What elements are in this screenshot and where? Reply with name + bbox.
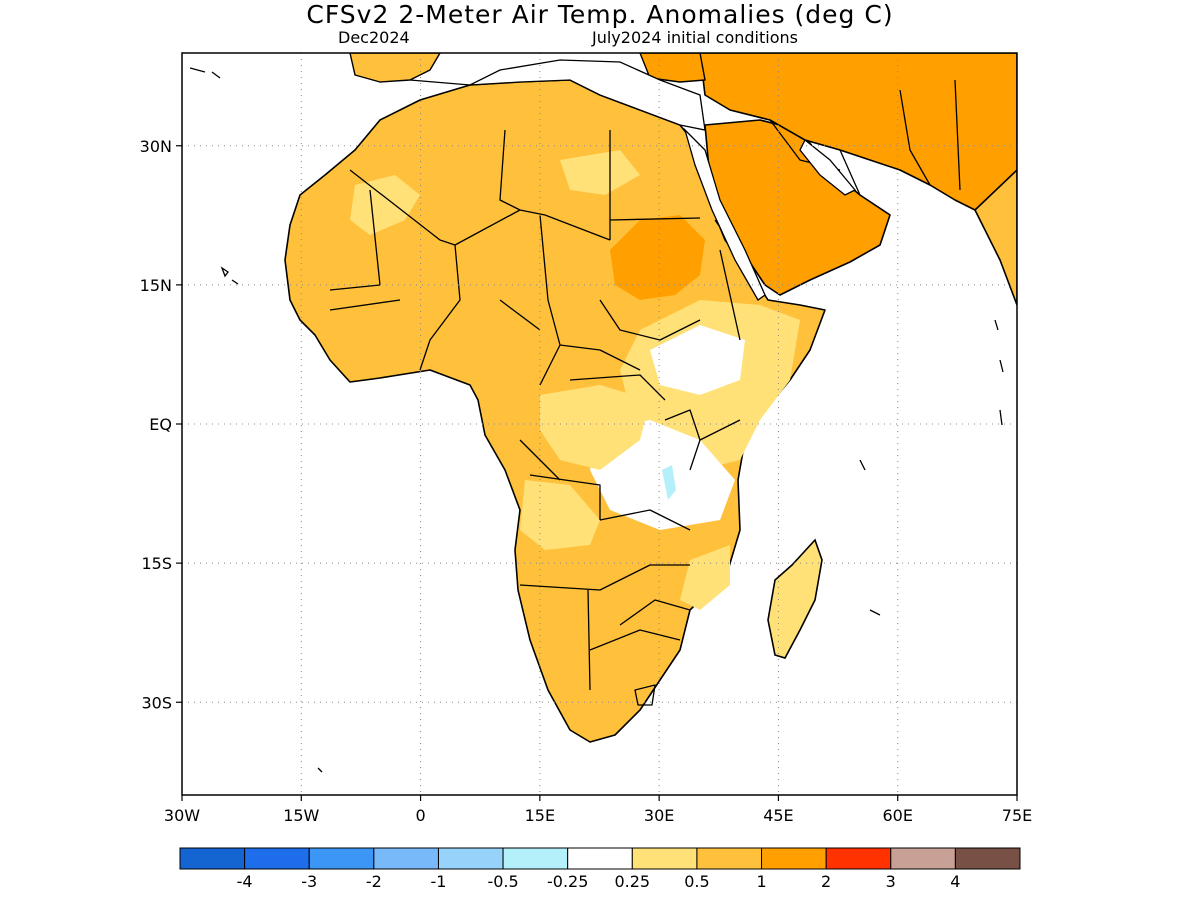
colorbar-swatch <box>502 847 569 870</box>
lat-tick-label: EQ <box>149 415 172 434</box>
anomaly-mozambique-weak <box>680 545 730 610</box>
initial-conditions-label: July2024 initial conditions <box>592 28 798 47</box>
colorbar: -4 -3 -2 -1 -0.5 -0.25 0.25 0.5 1 2 3 4 <box>179 847 1021 891</box>
lat-tick-label: 15S <box>141 554 172 573</box>
colorbar-label: 2 <box>821 872 831 891</box>
colorbar-label: -0.25 <box>547 872 588 891</box>
latitude-axis: 30N 15N EQ 15S 30S <box>140 137 182 712</box>
lon-tick-label: 0 <box>415 806 425 825</box>
colorbar-label: 0.25 <box>614 872 650 891</box>
colorbar-swatch <box>696 847 763 870</box>
colorbar-swatch <box>954 847 1021 870</box>
colorbar-swatch <box>631 847 698 870</box>
colorbar-label: 0.5 <box>684 872 709 891</box>
colorbar-swatch <box>244 847 310 870</box>
anomaly-sudan-strong <box>610 215 705 300</box>
map-content <box>182 53 1017 795</box>
colorbar-label: 1 <box>756 872 766 891</box>
longitude-axis: 30W 15W 0 15E 30E 45E 60E 75E <box>164 795 1032 825</box>
lon-tick-label: 75E <box>1002 806 1032 825</box>
graticule <box>182 53 1017 795</box>
southern-europe <box>349 53 441 83</box>
lon-tick-label: 60E <box>882 806 912 825</box>
colorbar-swatch <box>890 847 956 870</box>
lat-tick-label: 30S <box>141 693 172 712</box>
anomaly-sahara-weak <box>350 175 420 235</box>
red-sea <box>683 127 766 301</box>
valid-month-label: Dec2024 <box>338 28 410 47</box>
anomaly-congo-weak <box>540 385 650 470</box>
colorbar-swatch <box>567 847 633 870</box>
colorbar-label: -1 <box>430 872 446 891</box>
turkey-region <box>639 53 706 83</box>
colorbar-label: 4 <box>950 872 960 891</box>
colorbar-label: -3 <box>301 872 317 891</box>
colorbar-label: -2 <box>366 872 382 891</box>
colorbar-label: -0.5 <box>487 872 518 891</box>
colorbar-swatch <box>761 847 827 870</box>
colorbar-swatch <box>825 847 892 870</box>
lon-tick-label: 15E <box>525 806 555 825</box>
lat-tick-label: 30N <box>140 137 172 156</box>
anomaly-lake-cool <box>662 465 676 500</box>
colorbar-swatch <box>437 847 504 870</box>
lat-tick-label: 15N <box>140 276 172 295</box>
madagascar <box>767 538 823 659</box>
colorbar-swatch <box>179 847 246 870</box>
anomaly-east-africa-neutral <box>650 325 745 395</box>
mediterranean-sea <box>409 59 706 131</box>
anomaly-libya-weak <box>560 150 640 195</box>
islands <box>189 67 1004 773</box>
colorbar-label: -4 <box>237 872 253 891</box>
lon-tick-label: 45E <box>763 806 793 825</box>
india-fringe <box>974 168 1017 306</box>
colorbar-swatch <box>308 847 375 870</box>
lon-tick-label: 30E <box>644 806 674 825</box>
lon-tick-label: 15W <box>283 806 319 825</box>
persian-gulf <box>799 138 857 196</box>
lon-tick-label: 30W <box>164 806 200 825</box>
colorbar-label: 3 <box>886 872 896 891</box>
colorbar-swatch <box>373 847 439 870</box>
map-title: CFSv2 2-Meter Air Temp. Anomalies (deg C… <box>306 0 894 29</box>
